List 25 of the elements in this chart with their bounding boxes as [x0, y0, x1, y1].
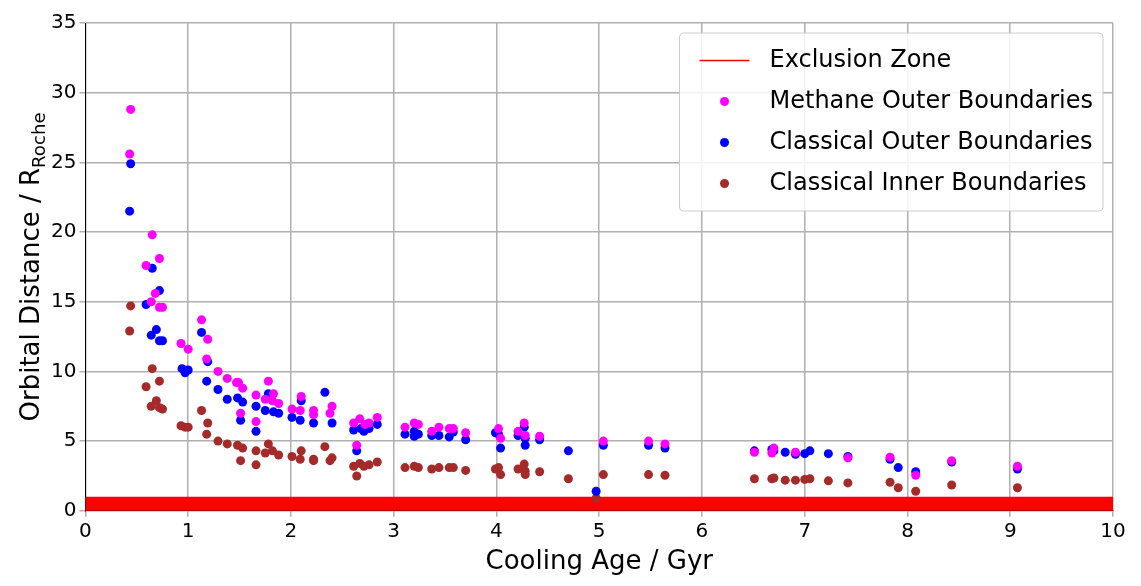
legend-label: Classical Outer Boundaries	[769, 126, 1093, 155]
x-tick-label: 2	[284, 518, 298, 542]
x-tick-label: 8	[901, 518, 914, 542]
y-axis-title: Orbital Distance / RRoche	[14, 112, 49, 422]
y-tick-label: 30	[51, 78, 77, 103]
x-tick-label: 7	[798, 518, 812, 542]
x-tick-label: 9	[1003, 518, 1017, 542]
legend-label: Methane Outer Boundaries	[769, 85, 1093, 114]
x-tick-label: 10	[1100, 518, 1126, 542]
x-tick-label: 1	[181, 518, 195, 542]
y-tick-label: 5	[63, 427, 77, 452]
x-axis-title: Cooling Age / Gyr	[485, 545, 714, 576]
x-tick-label: 0	[79, 518, 92, 542]
x-tick-label: 5	[592, 518, 606, 542]
x-tick-label: 6	[695, 518, 709, 542]
x-tick-label: 3	[387, 518, 401, 542]
y-tick-label: 25	[51, 148, 77, 173]
y-tick-label: 35	[51, 9, 77, 34]
legend-label: Exclusion Zone	[769, 44, 952, 73]
y-tick-label: 0	[63, 497, 77, 521]
x-tick-label: 4	[490, 518, 503, 542]
y-tick-label: 20	[51, 218, 77, 243]
y-tick-label: 15	[51, 287, 77, 312]
y-tick-label: 10	[51, 357, 77, 382]
legend-label: Classical Inner Boundaries	[769, 167, 1087, 196]
